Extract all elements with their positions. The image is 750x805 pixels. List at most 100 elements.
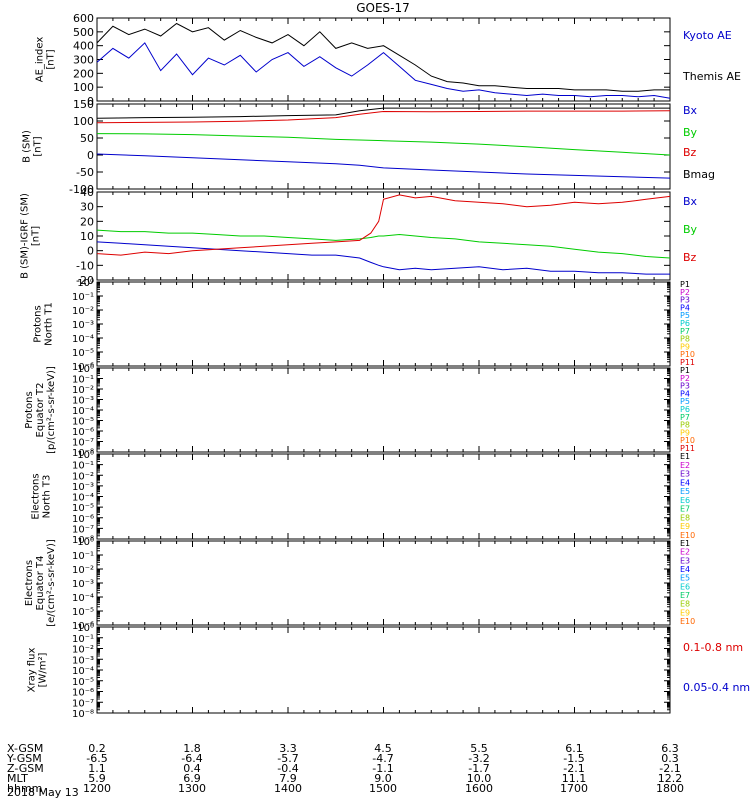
legend-entry: Themis AE — [682, 70, 741, 83]
y-tick-label: 10⁻² — [72, 385, 94, 396]
y-tick-label: 10⁻¹ — [72, 292, 94, 303]
y-tick-label: 10⁻⁶ — [72, 514, 94, 525]
legend-entry: By — [683, 126, 698, 139]
axis-value: 1400 — [274, 782, 302, 795]
y-axis-label: [W/m²] — [38, 652, 49, 687]
y-axis-label: North T3 — [42, 475, 53, 519]
y-tick-label: 10⁻⁷ — [72, 438, 94, 449]
channel-label: E7 — [680, 505, 690, 514]
channel-label: E9 — [680, 522, 690, 531]
channel-label: E3 — [680, 556, 690, 565]
y-axis-label: B (SM)-IGRF (SM) — [20, 193, 31, 279]
y-tick-label: 10⁻³ — [72, 482, 94, 493]
series-line-bz — [97, 195, 670, 255]
channel-label: E9 — [680, 608, 690, 617]
y-tick-label: 10⁰ — [77, 623, 94, 634]
y-axis-label: [nT] — [46, 49, 57, 69]
legend-entry: Bx — [683, 195, 698, 208]
y-tick-label: 10 — [80, 230, 94, 243]
y-tick-label: 10⁻¹ — [72, 634, 94, 645]
axis-value: 1600 — [465, 782, 493, 795]
y-tick-label: 10⁻³ — [72, 579, 94, 590]
y-axis-label: Electrons — [24, 560, 35, 606]
y-tick-label: 100 — [73, 115, 94, 128]
legend-entry: Bmag — [683, 168, 715, 181]
legend-entry: 0.05-0.4 nm — [683, 681, 750, 694]
series-line-bz — [97, 111, 670, 123]
channel-label: E8 — [680, 513, 690, 522]
axis-value: 1500 — [369, 782, 397, 795]
series-line-bx — [97, 242, 670, 274]
panel-frame — [97, 368, 670, 452]
y-tick-label: 10⁻² — [72, 565, 94, 576]
y-tick-label: 40 — [80, 186, 94, 199]
channel-label: E3 — [680, 470, 690, 479]
y-tick-label: 10⁰ — [77, 450, 94, 461]
y-tick-label: 10⁻⁴ — [72, 334, 94, 345]
y-tick-label: 10⁻⁵ — [72, 503, 94, 514]
panel-frame — [97, 18, 670, 101]
y-tick-label: 10⁻³ — [72, 396, 94, 407]
legend-entry: Bz — [683, 146, 697, 159]
channel-label: E2 — [680, 548, 690, 557]
y-tick-label: 10⁻⁵ — [72, 348, 94, 359]
y-tick-label: 10⁻⁴ — [72, 593, 94, 604]
legend-entry: 0.1-0.8 nm — [683, 641, 743, 654]
y-tick-label: 10⁻⁴ — [72, 406, 94, 417]
panel-frame — [97, 454, 670, 539]
channel-label: E10 — [680, 617, 695, 626]
bottom-axis-table: X-GSMY-GSMZ-GSMMLThhmm0.2-6.51.15.912001… — [6, 742, 684, 795]
y-tick-label: 10⁻⁵ — [72, 417, 94, 428]
panel-frame — [97, 541, 670, 625]
series-line-by — [97, 230, 670, 258]
y-tick-label: 20 — [80, 215, 94, 228]
y-axis-label: Equator T2 — [35, 383, 46, 438]
legend-entry: Bz — [683, 251, 697, 264]
y-tick-label: 10⁻¹ — [72, 375, 94, 386]
y-tick-label: 300 — [73, 54, 94, 67]
series-line-bx — [97, 154, 670, 178]
y-tick-label: 150 — [73, 98, 94, 111]
y-tick-label: 10⁰ — [77, 364, 94, 375]
y-tick-label: 10⁻⁷ — [72, 524, 94, 535]
y-tick-label: 10⁰ — [77, 278, 94, 289]
panel-6: 10⁰10⁻¹10⁻²10⁻³10⁻⁴10⁻⁵10⁻⁶10⁻⁷10⁻⁸Elect… — [31, 450, 696, 546]
y-axis-label: Xray flux — [27, 648, 38, 693]
panel-frame — [97, 627, 670, 713]
series-line-kyoto-ae — [97, 24, 670, 92]
axis-value: 1200 — [83, 782, 111, 795]
channel-label: E5 — [680, 574, 690, 583]
date-label: 2018 May 13 — [7, 786, 79, 799]
y-axis-label: [p/(cm²-s-sr-keV)] — [46, 366, 57, 454]
panel-frame — [97, 104, 670, 189]
legend-entry: Bx — [683, 104, 698, 117]
series-line-by — [97, 134, 670, 155]
y-axis-label: [nT] — [33, 136, 44, 156]
channel-label: E6 — [680, 582, 690, 591]
chart-title: GOES-17 — [356, 1, 410, 15]
y-tick-label: 10⁻¹ — [72, 551, 94, 562]
y-tick-label: 0 — [87, 149, 94, 162]
y-tick-label: 10⁻² — [72, 645, 94, 656]
axis-value: 1300 — [178, 782, 206, 795]
channel-label: E4 — [680, 565, 690, 574]
channel-label: E7 — [680, 591, 690, 600]
channel-label: E8 — [680, 600, 690, 609]
y-tick-label: 10⁻⁶ — [72, 427, 94, 438]
y-tick-label: 10⁻⁶ — [72, 688, 94, 699]
y-tick-label: 10⁻⁴ — [72, 493, 94, 504]
axis-value: 1700 — [560, 782, 588, 795]
y-tick-label: 10⁻¹ — [72, 461, 94, 472]
panel-8: 10⁰10⁻¹10⁻²10⁻³10⁻⁴10⁻⁵10⁻⁶10⁻⁷10⁻⁸Xray … — [27, 623, 750, 720]
y-tick-label: 500 — [73, 26, 94, 39]
y-tick-label: 10⁰ — [77, 537, 94, 548]
y-tick-label: 600 — [73, 12, 94, 25]
y-tick-label: 50 — [80, 132, 94, 145]
channel-label: E1 — [680, 452, 690, 461]
y-tick-label: 30 — [80, 201, 94, 214]
